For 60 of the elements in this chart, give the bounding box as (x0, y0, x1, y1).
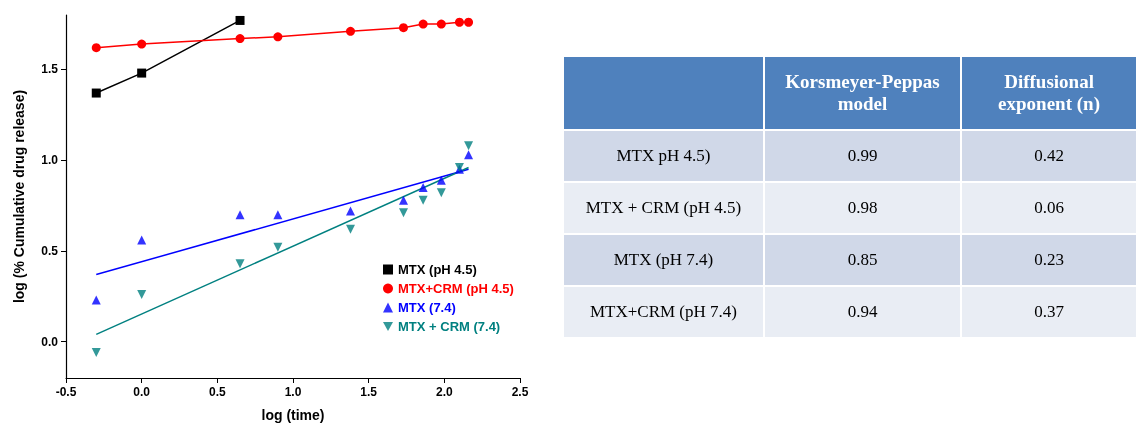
point (454, 17, 464, 27)
point (137, 39, 147, 49)
point (273, 210, 283, 220)
point (273, 32, 283, 42)
legend-label: MTX + CRM (7.4) (398, 319, 501, 334)
x-tick-label: -0.5 (55, 385, 77, 399)
data-label: 0.42 (962, 131, 1136, 181)
legend-label: MTX+CRM (pH 4.5) (398, 281, 514, 296)
point (91, 348, 101, 358)
point (464, 141, 474, 151)
point (418, 182, 428, 192)
x-tick-label: 0.0 (133, 385, 151, 399)
category-label: MTX + CRM (pH 4.5) (564, 183, 763, 233)
point (418, 19, 428, 29)
point (235, 210, 245, 220)
x-tick-label: 2.5 (511, 385, 529, 399)
point (398, 208, 408, 218)
x-tick-label: 1.5 (360, 385, 378, 399)
point (91, 88, 101, 98)
point (235, 259, 245, 269)
y-axis-title: log (% Cumulative drug release) (11, 89, 27, 304)
point (273, 242, 283, 252)
series-label: Korsmeyer-Peppas model (764, 57, 961, 129)
data-label: 0.06 (962, 183, 1136, 233)
point (464, 17, 474, 27)
x-axis-title: log (time) (261, 407, 325, 423)
data-label: 0.98 (764, 183, 961, 233)
point (436, 175, 446, 185)
point (235, 15, 245, 25)
data-label: 0.99 (764, 131, 961, 181)
data-label: 0.23 (962, 235, 1136, 285)
data-label: 0.94 (764, 287, 961, 337)
point (346, 206, 356, 216)
category-label: MTX pH 4.5) (564, 131, 763, 181)
point (346, 26, 356, 36)
data-label: 0.37 (962, 287, 1136, 337)
point (398, 23, 408, 33)
legend-label: MTX (7.4) (398, 300, 456, 315)
point (91, 43, 101, 53)
legend-label: MTX (pH 4.5) (398, 262, 477, 277)
point (346, 224, 356, 234)
category-label: MTX+CRM (pH 7.4) (564, 287, 763, 337)
data-label: 0.85 (764, 235, 961, 285)
point (235, 34, 245, 44)
x-tick-label: 1.0 (284, 385, 302, 399)
x-tick-label: 2.0 (435, 385, 453, 399)
y-tick-label: 0.0 (41, 334, 59, 349)
point (398, 195, 408, 205)
point (137, 235, 147, 245)
series-label: Diffusional exponent (n) (962, 57, 1136, 129)
y-tick-label: 1.5 (41, 62, 59, 77)
point (137, 290, 147, 300)
y-tick-label: 0.5 (41, 243, 59, 258)
point (436, 19, 446, 29)
point (436, 188, 446, 198)
y-tick-label: 1.0 (41, 153, 59, 168)
category-label: MTX (pH 7.4) (564, 235, 763, 285)
point (464, 150, 474, 160)
x-tick-label: 0.5 (208, 385, 226, 399)
point (137, 68, 147, 78)
